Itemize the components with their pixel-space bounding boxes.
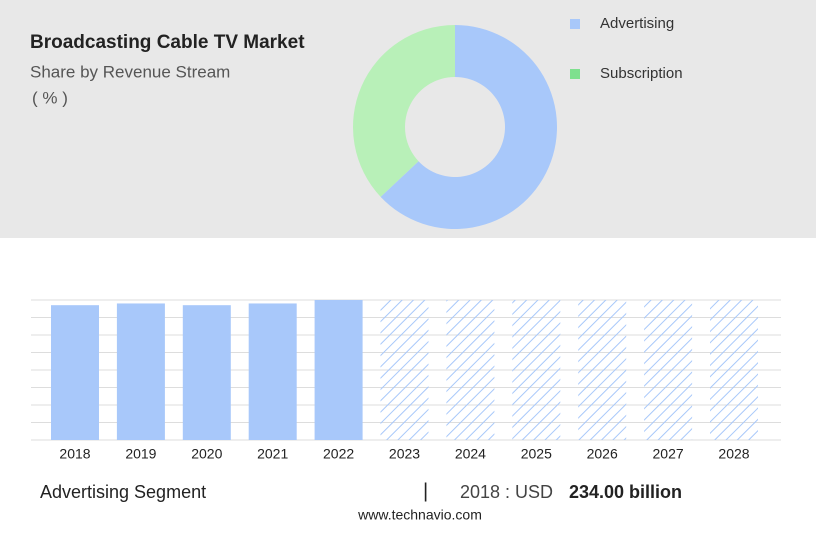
unit-label: ( % ) [32, 88, 68, 107]
footer-separator: | [423, 480, 428, 502]
x-tick-label: 2020 [191, 446, 222, 462]
x-tick-label: 2027 [653, 446, 684, 462]
forecast-placeholder [710, 300, 758, 440]
subtitle: Share by Revenue Stream [30, 62, 230, 81]
legend-swatch [570, 19, 580, 29]
x-tick-label: 2028 [718, 446, 749, 462]
donut-segment [380, 25, 557, 229]
legend-swatch [570, 69, 580, 79]
forecast-placeholder [446, 300, 495, 440]
bar [51, 305, 99, 440]
forecast-placeholder [512, 300, 561, 440]
title: Broadcasting Cable TV Market [30, 32, 305, 53]
forecast-placeholder [380, 300, 429, 440]
bar [182, 305, 231, 440]
x-tick-label: 2025 [521, 446, 552, 462]
bar [248, 303, 297, 440]
x-tick-label: 2023 [389, 446, 420, 462]
bar [314, 300, 363, 440]
legend-label: Subscription [600, 65, 683, 82]
footer-value: 234.00 billion [569, 482, 682, 502]
legend-label: Advertising [600, 15, 674, 32]
x-tick-label: 2018 [59, 446, 90, 462]
forecast-placeholder [644, 300, 693, 440]
x-tick-label: 2026 [587, 446, 618, 462]
donut-segment [353, 24, 455, 197]
x-tick-label: 2022 [323, 446, 354, 462]
bar [116, 303, 165, 440]
x-tick-label: 2024 [455, 446, 486, 462]
footer-segment: Advertising Segment [40, 482, 206, 502]
footer-source: www.technavio.com [357, 507, 482, 523]
footer-year: 2018 : USD [460, 482, 553, 502]
forecast-placeholder [578, 300, 627, 440]
x-tick-label: 2021 [257, 446, 288, 462]
x-tick-label: 2019 [125, 446, 156, 462]
